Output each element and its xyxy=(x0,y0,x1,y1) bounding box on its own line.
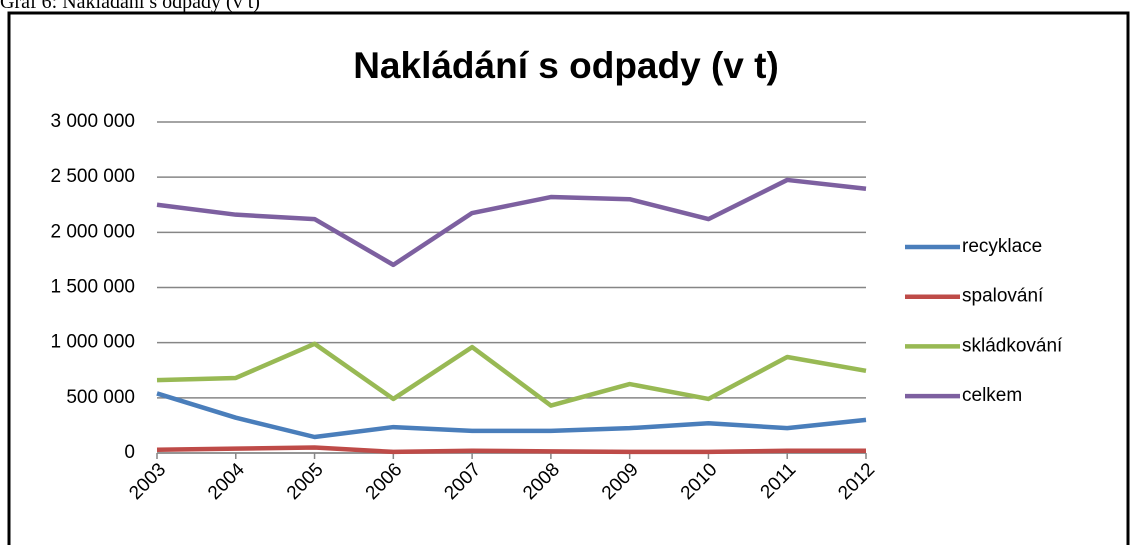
y-tick-label: 1 000 000 xyxy=(50,332,135,353)
y-tick-label: 2 500 000 xyxy=(50,166,135,187)
series-line xyxy=(156,391,867,440)
x-tick-label: 2004 xyxy=(204,459,249,504)
chart-title: Nakládání s odpady (v t) xyxy=(353,45,779,86)
legend-label: recyklace xyxy=(962,236,1042,257)
x-tick-label: 2007 xyxy=(440,459,485,504)
chart-border xyxy=(7,11,1130,545)
y-tick-label: 1 500 000 xyxy=(50,277,135,298)
x-tick-label: 2011 xyxy=(757,459,801,503)
legend-label: spalování xyxy=(962,286,1044,307)
y-tick-label: 0 xyxy=(124,442,135,463)
x-tick-label: 2006 xyxy=(362,459,407,504)
y-tick-label: 500 000 xyxy=(66,387,135,408)
series-line xyxy=(156,177,867,268)
legend-label: skládkování xyxy=(962,335,1063,356)
x-tick-label: 2012 xyxy=(834,459,879,504)
legend-label: celkem xyxy=(962,385,1022,406)
x-tick-label: 2003 xyxy=(125,459,170,504)
y-tick-label: 3 000 000 xyxy=(50,111,135,132)
caption: Graf 6: Nakládání s odpady (v t) xyxy=(0,0,260,13)
series-line xyxy=(156,341,867,408)
x-tick-label: 2010 xyxy=(677,459,722,504)
x-tick-label: 2009 xyxy=(598,459,643,504)
y-tick-label: 2 000 000 xyxy=(50,221,135,242)
x-tick-label: 2008 xyxy=(519,459,564,504)
x-tick-label: 2005 xyxy=(283,459,328,504)
series-line xyxy=(156,445,866,455)
